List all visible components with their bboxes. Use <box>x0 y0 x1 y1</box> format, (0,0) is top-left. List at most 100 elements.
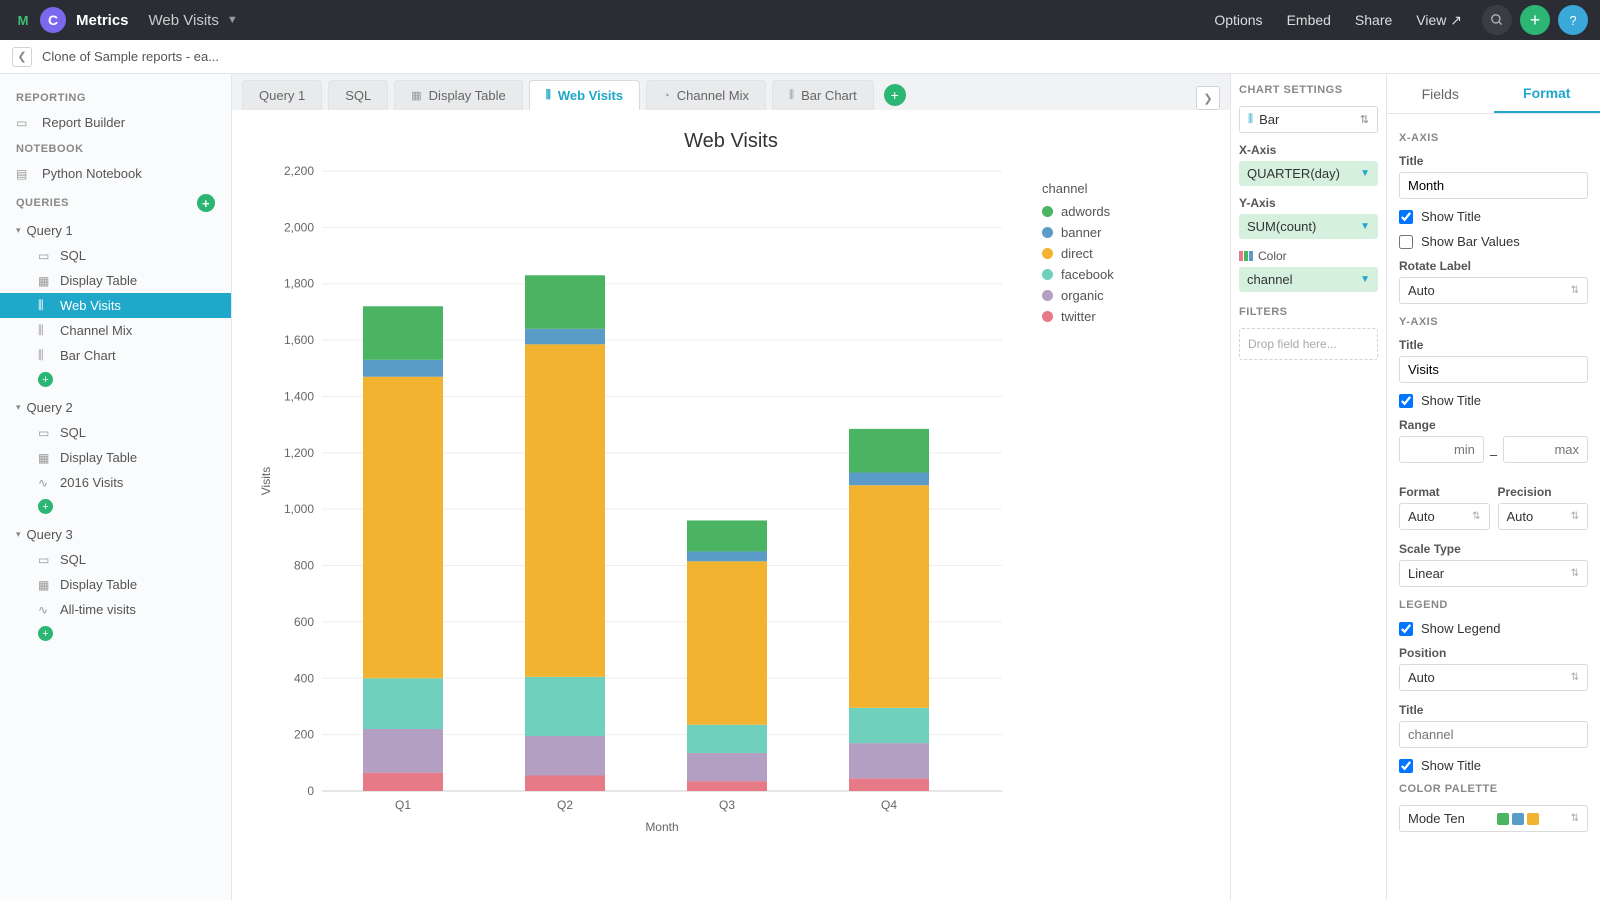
sidebar-query-2[interactable]: ▾Query 2 <box>0 395 231 420</box>
color-field[interactable]: channel▼ <box>1239 267 1378 292</box>
chart-canvas: Web Visits 02004006008001,0001,2001,4001… <box>232 110 1230 900</box>
chart-title: Web Visits <box>252 130 1210 153</box>
queries-header-label: QUERIES <box>16 197 69 209</box>
legend-position-select[interactable]: Auto⇅ <box>1399 664 1588 691</box>
color-palette-select[interactable]: Mode Ten ⇅ <box>1399 805 1588 832</box>
embed-link[interactable]: Embed <box>1287 12 1331 28</box>
panel-tab-format[interactable]: Format <box>1494 74 1600 113</box>
scroll-tabs-right[interactable]: ❯ <box>1196 86 1220 110</box>
sidebar-item-alltime-visits[interactable]: ∿All-time visits <box>0 597 231 622</box>
sidebar-query-1[interactable]: ▾Query 1 <box>0 218 231 243</box>
checkbox-label: Show Title <box>1421 209 1481 224</box>
checkbox-label: Show Legend <box>1421 621 1501 636</box>
add-view-button[interactable]: + <box>38 372 53 387</box>
chevron-updown-icon: ⇅ <box>1571 511 1579 522</box>
view-link[interactable]: View ↗ <box>1416 12 1462 29</box>
search-icon[interactable] <box>1482 5 1512 35</box>
add-query-button[interactable]: + <box>197 194 215 212</box>
show-legend-title-checkbox[interactable]: Show Title <box>1399 758 1588 773</box>
legend-item[interactable]: adwords <box>1042 204 1114 219</box>
sidebar-item-web-visits[interactable]: ⫼Web Visits <box>0 293 231 318</box>
range-min-input[interactable] <box>1399 436 1484 463</box>
add-button[interactable]: + <box>1520 5 1550 35</box>
bar-chart-icon: ⫼ <box>546 89 551 102</box>
sidebar-item-report-builder[interactable]: ▭ Report Builder <box>0 110 231 135</box>
add-view-button[interactable]: + <box>38 626 53 641</box>
x-axis-label: X-Axis <box>1239 143 1378 157</box>
queries-header: QUERIES + <box>0 186 231 218</box>
main-area: Query 1 SQL ▦Display Table ⫼ Web Visits ◔… <box>232 74 1230 900</box>
show-x-title-checkbox[interactable]: Show Title <box>1399 209 1588 224</box>
scale-type-select[interactable]: Linear⇅ <box>1399 560 1588 587</box>
topbar: M C Metrics Web Visits ▼ Options Embed S… <box>0 0 1600 40</box>
tab-display-table[interactable]: ▦Display Table <box>394 80 523 110</box>
rotate-label-select[interactable]: Auto⇅ <box>1399 277 1588 304</box>
filter-drop-zone[interactable]: Drop field here... <box>1239 328 1378 360</box>
chart-type-select[interactable]: ⫼Bar ⇅ <box>1239 106 1378 133</box>
tab-web-visits[interactable]: ⫼ Web Visits <box>529 80 640 110</box>
legend-item[interactable]: banner <box>1042 225 1114 240</box>
chevron-updown-icon: ⇅ <box>1571 568 1579 579</box>
sidebar-query-3[interactable]: ▾Query 3 <box>0 522 231 547</box>
x-axis-value: QUARTER(day) <box>1247 166 1340 181</box>
sidebar-item-label: Channel Mix <box>60 323 132 338</box>
sidebar-item-sql[interactable]: ▭SQL <box>0 243 231 268</box>
show-legend-checkbox[interactable]: Show Legend <box>1399 621 1588 636</box>
app-logo[interactable]: M <box>12 9 34 31</box>
panel-tab-fields[interactable]: Fields <box>1387 74 1494 113</box>
format-value: Auto <box>1408 509 1435 524</box>
svg-text:2,200: 2,200 <box>284 164 314 178</box>
legend-item[interactable]: facebook <box>1042 267 1114 282</box>
tab-query-1[interactable]: Query 1 <box>242 80 322 110</box>
legend-item[interactable]: twitter <box>1042 309 1114 324</box>
sidebar-item-display-table[interactable]: ▦Display Table <box>0 572 231 597</box>
tab-bar-chart[interactable]: ⫼Bar Chart <box>772 80 874 110</box>
show-y-title-checkbox[interactable]: Show Title <box>1399 393 1588 408</box>
share-link[interactable]: Share <box>1355 12 1392 28</box>
color-value: channel <box>1247 272 1293 287</box>
chevron-down-icon[interactable]: ▼ <box>227 14 238 26</box>
back-button[interactable]: ❮ <box>12 47 32 67</box>
legend-item[interactable]: organic <box>1042 288 1114 303</box>
sidebar-item-bar-chart[interactable]: ⫼Bar Chart <box>0 343 231 368</box>
chevron-updown-icon: ⇅ <box>1472 511 1480 522</box>
sidebar-item-display-table[interactable]: ▦Display Table <box>0 268 231 293</box>
range-max-input[interactable] <box>1503 436 1588 463</box>
sidebar-item-label: Web Visits <box>60 298 121 313</box>
tab-label: Web Visits <box>558 88 623 103</box>
tab-sql[interactable]: SQL <box>328 80 388 110</box>
color-palette-header: COLOR PALETTE <box>1399 783 1588 795</box>
add-view-button[interactable]: + <box>38 499 53 514</box>
workspace-icon[interactable]: C <box>40 7 66 33</box>
svg-text:Q4: Q4 <box>881 798 897 812</box>
sidebar-item-2016-visits[interactable]: ∿2016 Visits <box>0 470 231 495</box>
help-icon[interactable]: ? <box>1558 5 1588 35</box>
sidebar-item-label: SQL <box>60 425 86 440</box>
breadcrumb-text[interactable]: Clone of Sample reports - ea... <box>42 49 219 64</box>
sidebar-item-label: All-time visits <box>60 602 136 617</box>
document-name[interactable]: Web Visits <box>149 12 219 29</box>
legend-title-input[interactable] <box>1399 721 1588 748</box>
x-axis-field[interactable]: QUARTER(day)▼ <box>1239 161 1378 186</box>
color-label-text: Color <box>1258 249 1287 263</box>
sidebar-item-display-table[interactable]: ▦Display Table <box>0 445 231 470</box>
notebook-icon: ▤ <box>16 167 32 181</box>
y-title-input[interactable] <box>1399 356 1588 383</box>
add-tab-button[interactable]: + <box>884 84 906 106</box>
sidebar-item-sql[interactable]: ▭SQL <box>0 420 231 445</box>
sidebar-item-python-notebook[interactable]: ▤ Python Notebook <box>0 161 231 186</box>
svg-text:1,600: 1,600 <box>284 333 314 347</box>
show-bar-values-checkbox[interactable]: Show Bar Values <box>1399 234 1588 249</box>
x-title-input[interactable] <box>1399 172 1588 199</box>
workspace-name[interactable]: Metrics <box>76 12 129 29</box>
precision-select[interactable]: Auto⇅ <box>1498 503 1589 530</box>
checkbox-label: Show Bar Values <box>1421 234 1520 249</box>
sidebar-item-sql[interactable]: ▭SQL <box>0 547 231 572</box>
y-axis-field[interactable]: SUM(count)▼ <box>1239 214 1378 239</box>
legend-item[interactable]: direct <box>1042 246 1114 261</box>
format-select[interactable]: Auto ⇅ <box>1399 503 1490 530</box>
y-axis-value: SUM(count) <box>1247 219 1316 234</box>
sidebar-item-channel-mix[interactable]: ⫼Channel Mix <box>0 318 231 343</box>
options-link[interactable]: Options <box>1214 12 1262 28</box>
tab-channel-mix[interactable]: ◔Channel Mix <box>646 80 766 110</box>
